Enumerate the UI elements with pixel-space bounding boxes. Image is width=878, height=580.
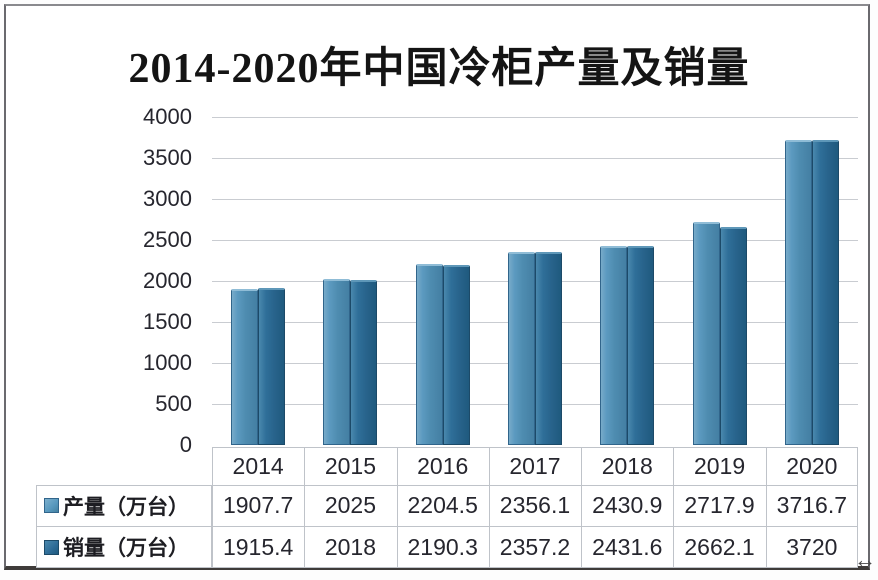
- value-cell: 2018: [324, 533, 376, 560]
- bar-production: [600, 245, 628, 445]
- value-cell: 2717.9: [684, 492, 755, 518]
- bar-production: [508, 251, 535, 445]
- y-axis-tick-label: 1000: [143, 350, 192, 375]
- year-header-cell: 2015: [324, 453, 376, 479]
- bar-sales: [627, 245, 655, 445]
- bar-sales: [258, 287, 286, 445]
- y-axis-tick-label: 500: [155, 391, 192, 416]
- year-header-cell: 2016: [417, 453, 469, 479]
- table-column-divider: [396, 447, 398, 568]
- table-column-divider: [581, 447, 583, 568]
- gridline: [212, 117, 858, 118]
- value-cell: 1907.7: [222, 492, 294, 518]
- bar-sales: [811, 139, 839, 445]
- bar-sales: [442, 265, 470, 445]
- value-cell: 2662.1: [684, 533, 755, 560]
- horizontal-resize-cursor-icon: ↔: [854, 547, 876, 572]
- chart-title: 2014-2020年中国冷柜产量及销量: [128, 46, 750, 92]
- year-header-cell: 2018: [601, 453, 653, 479]
- y-axis-tick-label: 3000: [143, 186, 192, 211]
- value-cell: 2430.9: [592, 492, 663, 518]
- value-cell: 2356.1: [499, 492, 571, 518]
- value-cell: 3720: [786, 533, 838, 560]
- value-cell: 2025: [324, 492, 376, 518]
- gridline: [212, 240, 858, 241]
- table-year-block: [212, 447, 858, 568]
- bar-sales: [719, 226, 747, 445]
- table-column-divider: [304, 447, 306, 568]
- table-row-divider: [36, 526, 858, 527]
- y-axis-tick-label: 0: [179, 432, 192, 457]
- y-axis-tick-label: 2500: [143, 227, 192, 252]
- value-cell: 3716.7: [776, 492, 848, 518]
- y-axis-tick-label: 3500: [143, 145, 192, 170]
- legend-row-sales: 销量（万台）: [36, 526, 212, 568]
- year-header-cell: 2017: [509, 453, 561, 479]
- value-cell: 1915.4: [222, 533, 294, 560]
- bar-production: [415, 264, 443, 445]
- bar-production: [692, 222, 720, 445]
- value-cell: 2190.3: [407, 533, 478, 560]
- year-header-cell: 2019: [693, 453, 746, 479]
- bar-production: [323, 278, 351, 445]
- table-column-divider: [765, 447, 767, 568]
- table-column-divider: [673, 447, 675, 568]
- table-row-divider: [212, 485, 858, 486]
- bar-sales: [535, 251, 562, 445]
- gridline: [212, 199, 858, 200]
- sales-legend-swatch-icon: [44, 539, 59, 555]
- legend-label: 产量（万台）: [63, 495, 189, 519]
- bar-sales: [350, 279, 378, 445]
- production-legend-swatch-icon: [44, 498, 59, 513]
- bar-production: [231, 288, 259, 445]
- value-cell: 2431.6: [592, 533, 663, 560]
- legend-label: 销量（万台）: [63, 537, 189, 560]
- legend-row-production: 产量（万台）: [36, 485, 212, 526]
- gridline: [212, 158, 858, 159]
- value-cell: 2357.2: [499, 533, 571, 560]
- y-axis-tick-label: 2000: [143, 268, 192, 293]
- y-axis-tick-label: 1500: [143, 309, 192, 334]
- year-header-cell: 2020: [786, 453, 838, 479]
- year-header-cell: 2014: [232, 453, 284, 479]
- value-cell: 2204.5: [407, 492, 478, 518]
- table-column-divider: [488, 447, 490, 568]
- bar-production: [784, 140, 812, 445]
- y-axis-tick-label: 4000: [143, 104, 192, 129]
